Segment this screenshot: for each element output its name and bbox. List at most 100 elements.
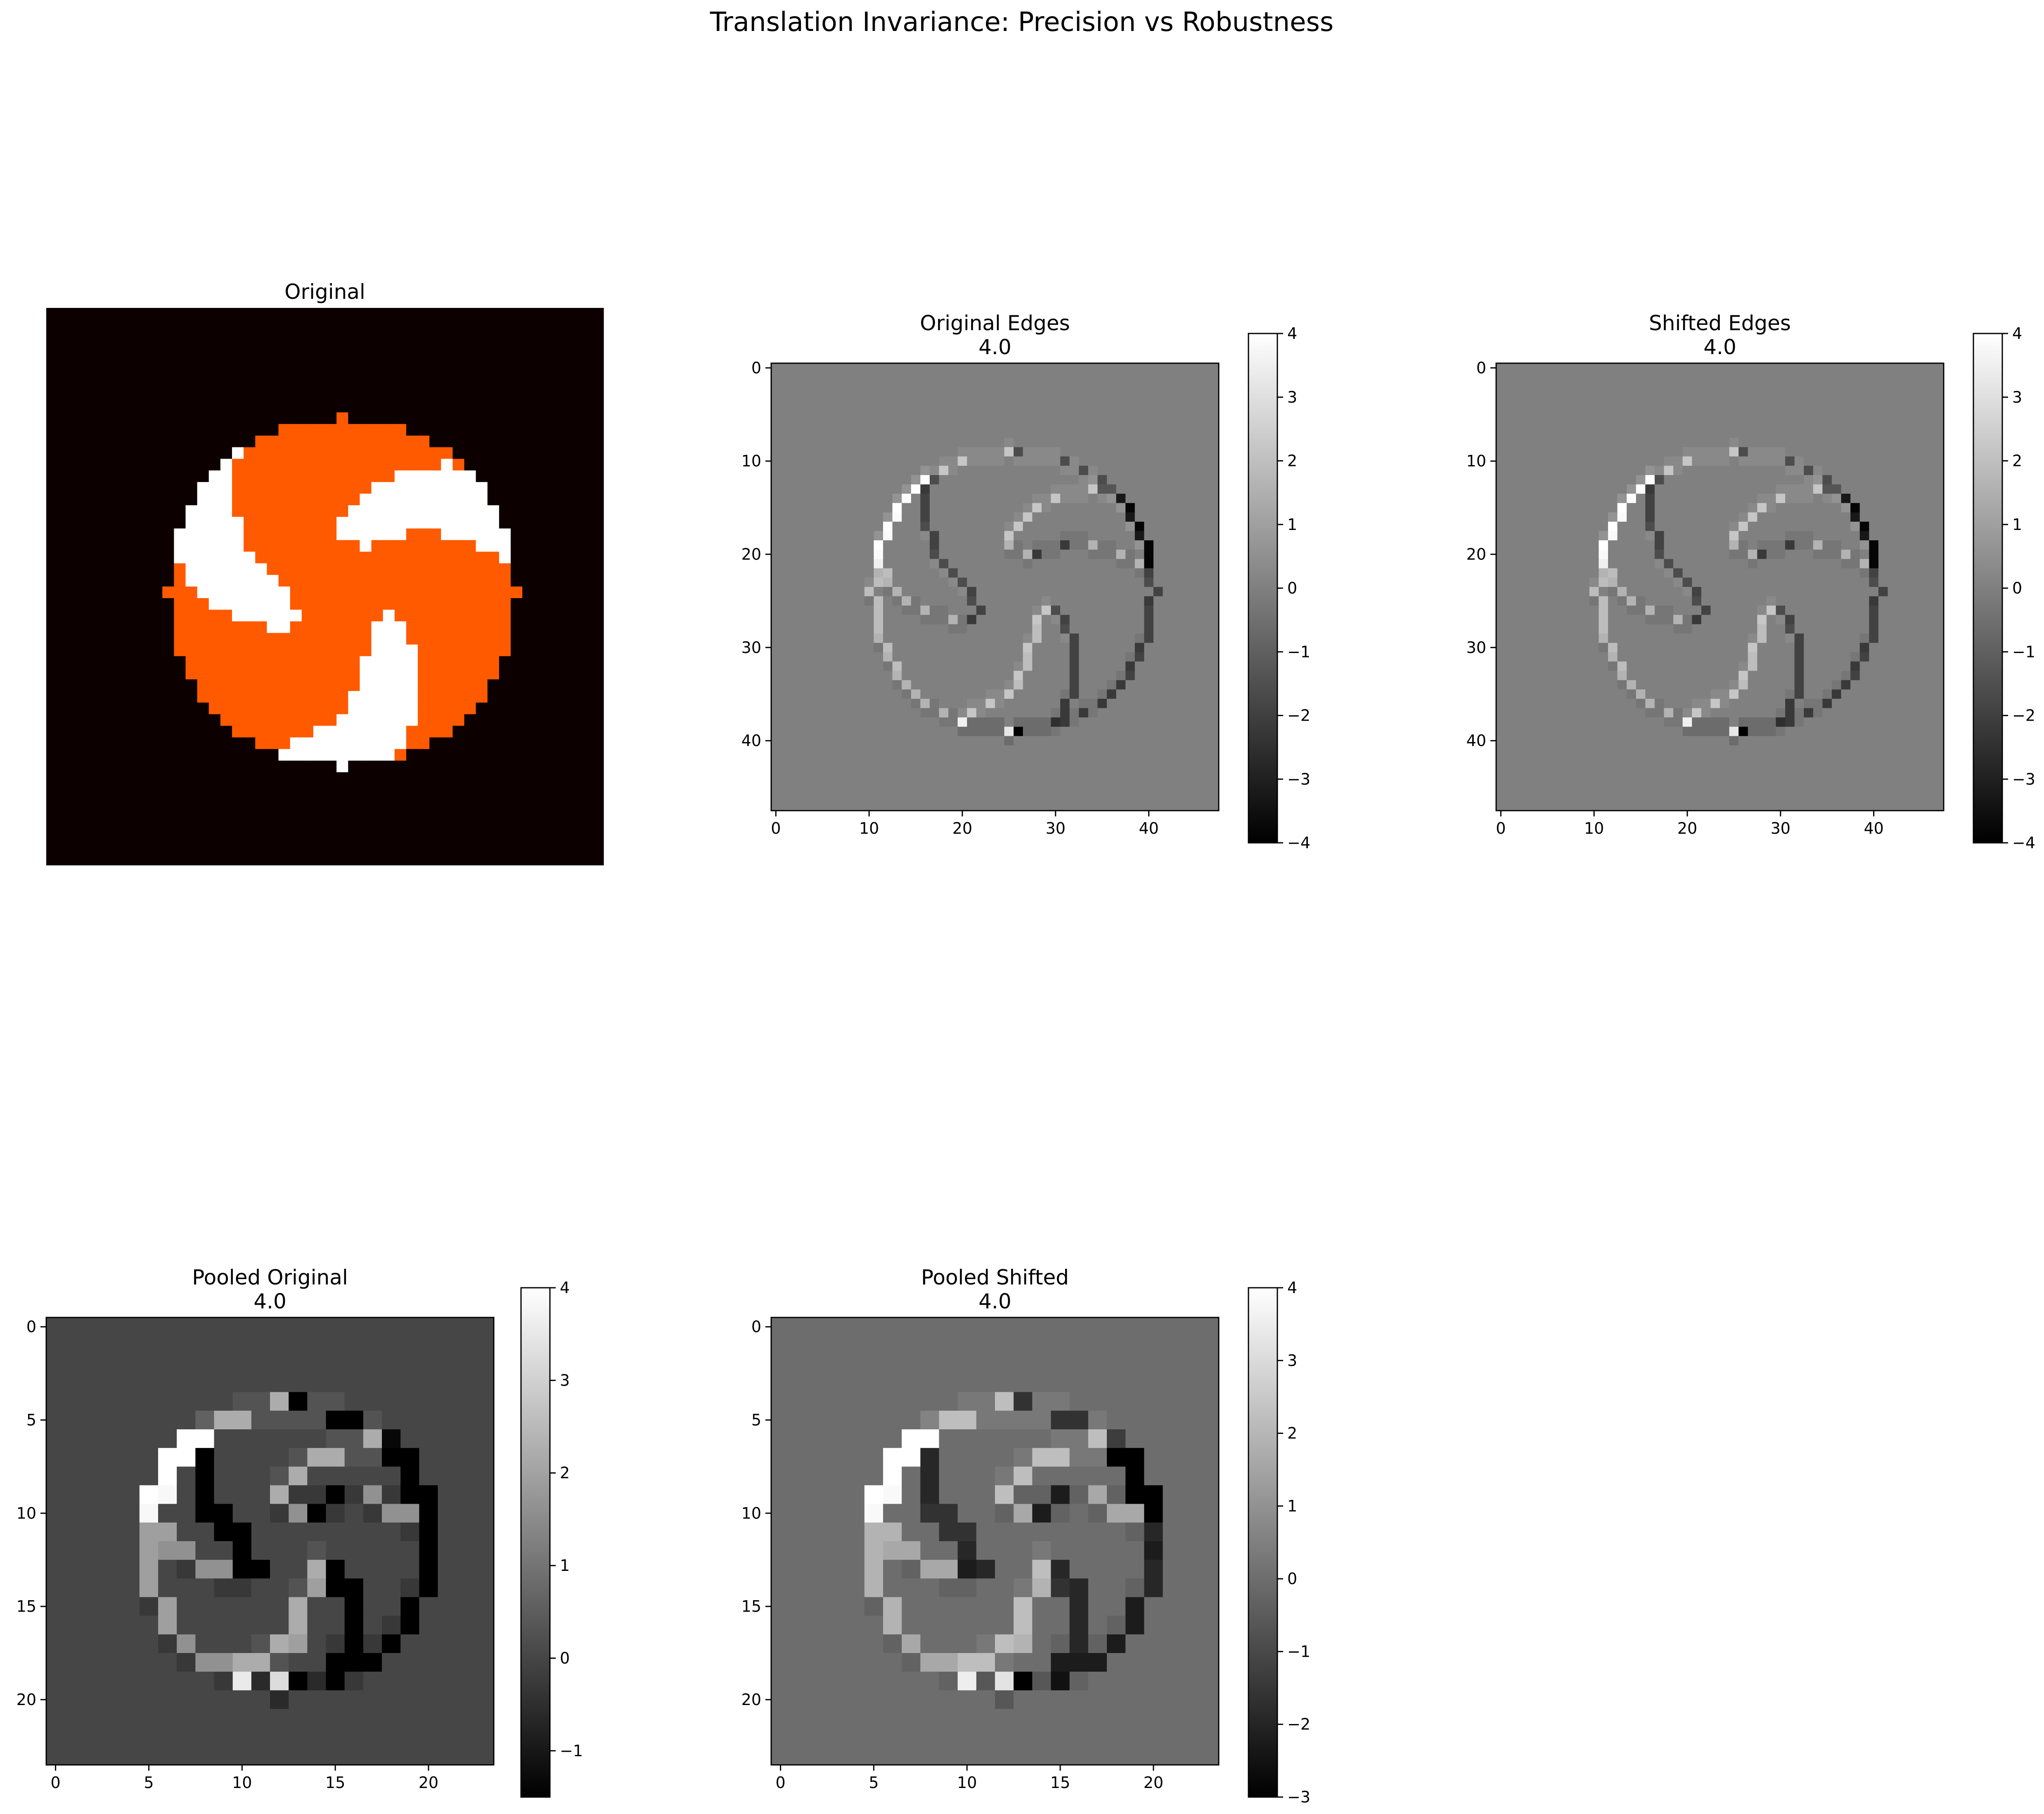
heatmap-cell	[1172, 372, 1182, 382]
heatmap-cell	[197, 772, 209, 784]
heatmap-cell	[1032, 503, 1042, 513]
heatmap-cell	[197, 853, 209, 866]
heatmap-cell	[139, 401, 151, 413]
heatmap-cell	[290, 772, 302, 784]
heatmap-cell	[1032, 577, 1042, 587]
heatmap-cell	[1200, 652, 1210, 662]
heatmap-cell	[902, 438, 912, 447]
heatmap-cell	[46, 517, 58, 529]
heatmap-cell	[817, 559, 828, 569]
heatmap-cell	[278, 447, 291, 459]
heatmap-cell	[452, 575, 465, 587]
heatmap-cell	[808, 726, 818, 736]
heatmap-cell	[1897, 419, 1907, 429]
heatmap-cell	[799, 605, 809, 615]
heatmap-cell	[855, 540, 865, 550]
heatmap-cell	[1060, 568, 1070, 578]
heatmap-cell	[1692, 400, 1702, 410]
heatmap-cell	[278, 551, 291, 564]
heatmap-cell	[1051, 801, 1061, 811]
heatmap-cell	[1191, 680, 1201, 690]
heatmap-cell	[348, 575, 360, 587]
heatmap-cell	[267, 494, 279, 506]
heatmap-cell	[929, 447, 940, 457]
heatmap-cell	[92, 505, 105, 517]
heatmap-cell	[139, 610, 151, 622]
heatmap-cell	[1107, 801, 1117, 811]
heatmap-cell	[1766, 391, 1776, 401]
heatmap-cell	[592, 482, 604, 494]
heatmap-cell	[1135, 447, 1144, 457]
heatmap-cell	[545, 842, 558, 854]
heatmap-cell	[1097, 428, 1107, 438]
heatmap-cell	[174, 598, 186, 610]
heatmap-cell	[1144, 400, 1154, 410]
heatmap-cell	[790, 484, 800, 494]
heatmap-cell	[1181, 521, 1191, 532]
heatmap-cell	[1107, 633, 1117, 643]
heatmap-cell	[1209, 559, 1219, 569]
heatmap-cell	[790, 363, 800, 373]
heatmap-cell	[325, 853, 337, 866]
heatmap-cell	[1079, 475, 1089, 485]
heatmap-cell	[452, 505, 465, 517]
heatmap-cell	[827, 801, 837, 811]
heatmap-cell	[568, 482, 581, 494]
heatmap-cell	[418, 517, 430, 529]
heatmap-cell	[939, 531, 949, 541]
heatmap-cell	[174, 319, 186, 331]
heatmap-cell	[429, 377, 441, 390]
heatmap-cell	[104, 528, 116, 541]
heatmap-cell	[232, 412, 244, 424]
heatmap-cell	[116, 459, 128, 471]
heatmap-cell	[967, 633, 977, 643]
heatmap-cell	[790, 801, 800, 811]
heatmap-cell	[1191, 494, 1201, 504]
heatmap-cell	[511, 760, 523, 773]
heatmap-cell	[208, 540, 221, 552]
heatmap-cell	[267, 354, 279, 367]
heatmap-cell	[985, 409, 995, 420]
heatmap-cell	[883, 409, 893, 420]
heatmap-cell	[902, 754, 912, 764]
heatmap-cell	[995, 726, 1005, 736]
heatmap-cell	[104, 551, 116, 564]
heatmap-cell	[1645, 382, 1655, 392]
heatmap-cell	[1107, 652, 1117, 662]
heatmap-cell	[780, 783, 790, 792]
heatmap-cell	[1916, 372, 1926, 382]
heatmap-cell	[360, 772, 372, 784]
heatmap-cell	[1004, 512, 1014, 522]
heatmap-cell	[985, 633, 995, 643]
heatmap-cell	[1720, 372, 1730, 382]
heatmap-cell	[244, 366, 256, 378]
heatmap-cell	[1636, 363, 1646, 373]
heatmap-cell	[499, 737, 511, 750]
heatmap-cell	[1125, 484, 1135, 494]
heatmap-cell	[1153, 605, 1163, 615]
heatmap-cell	[487, 308, 500, 320]
heatmap-cell	[1172, 521, 1182, 532]
heatmap-cell	[1051, 382, 1061, 392]
heatmap-cell	[1014, 503, 1023, 513]
heatmap-cell	[1822, 382, 1832, 392]
heatmap-cell	[429, 679, 441, 691]
heatmap-cell	[957, 372, 967, 382]
heatmap-cell	[301, 818, 314, 831]
heatmap-cell	[162, 308, 174, 320]
heatmap-cell	[929, 661, 940, 671]
heatmap-cell	[799, 792, 809, 802]
heatmap-cell	[1209, 428, 1219, 438]
heatmap-cell	[127, 830, 140, 842]
heatmap-cell	[197, 470, 209, 482]
heatmap-cell	[418, 377, 430, 390]
heatmap-cell	[864, 503, 874, 513]
heatmap-cell	[1060, 400, 1070, 410]
heatmap-cell	[522, 679, 534, 691]
heatmap-cell	[1181, 391, 1191, 401]
heatmap-cell	[452, 830, 465, 842]
heatmap-cell	[995, 466, 1005, 475]
heatmap-cell	[46, 691, 58, 703]
heatmap-cell	[545, 551, 558, 564]
heatmap-cell	[360, 377, 372, 390]
